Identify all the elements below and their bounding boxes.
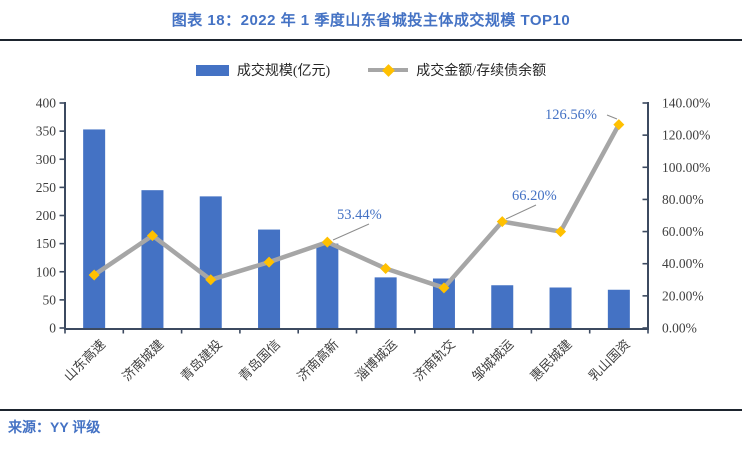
line-swatch-icon (368, 63, 409, 77)
diamond-marker-icon (88, 269, 100, 281)
annotation-leader-line (332, 223, 370, 241)
bar (607, 289, 630, 328)
left-axis-tick-label: 250 (36, 180, 57, 195)
title-divider (0, 39, 742, 41)
category-label: 青岛国信 (236, 337, 283, 384)
bar (491, 285, 514, 328)
annotations: 53.44% 66.20% 126.56% (332, 107, 618, 241)
category-label: 邹城城运 (469, 337, 516, 384)
right-axis-tick-label: 40.00% (662, 256, 704, 271)
diamond-marker-icon (380, 263, 392, 275)
legend-item-bar: 成交规模(亿元) (195, 60, 331, 80)
annotation-leader-line (606, 114, 618, 120)
bar (316, 243, 339, 328)
left-axis-tick-label: 350 (36, 124, 57, 139)
bar-series (83, 129, 630, 328)
diamond-marker-icon (555, 226, 567, 238)
bar (258, 229, 281, 328)
annotation-leader-line (505, 204, 537, 220)
category-label: 淄博城运 (352, 337, 399, 384)
line-series (91, 122, 622, 291)
category-label: 济南高新 (294, 337, 341, 384)
annotation-label: 66.20% (512, 188, 557, 204)
category-axis-labels: 山东高速 济南城建 青岛建投 青岛国信 济南高新 淄博城运 济南轨交 邹城城运 惠民城建 乳山国资 (61, 337, 633, 384)
left-axis-tick-label: 100 (36, 264, 57, 279)
right-axis-tick-label: 120.00% (662, 128, 710, 143)
chart-legend: 成交规模(亿元) 成交金额/存续债余额 (0, 60, 742, 80)
diamond-marker-icon (146, 230, 158, 242)
bar (199, 196, 222, 328)
category-label: 乳山国资 (586, 337, 633, 384)
left-axis-tick-label: 150 (36, 236, 57, 251)
annotation-label: 53.44% (337, 207, 382, 223)
bar (432, 278, 455, 328)
right-axis-tick-label: 0.00% (662, 321, 697, 336)
right-axis-tick-label: 20.00% (662, 288, 704, 303)
left-axis-tick-label: 200 (36, 208, 57, 223)
category-label: 惠民城建 (527, 337, 574, 384)
bar (141, 190, 164, 328)
category-label: 青岛建投 (177, 337, 224, 384)
left-axis-tick-label: 300 (36, 152, 57, 167)
chart-title: 图表 18：2022 年 1 季度山东省城投主体成交规模 TOP10 (171, 12, 571, 29)
diamond-marker-icon (496, 216, 508, 228)
category-label: 济南轨交 (411, 337, 458, 384)
bar-swatch-icon (195, 64, 229, 76)
bar (549, 287, 572, 328)
annotation-label: 126.56% (545, 107, 597, 123)
left-axis-tick-label: 400 (36, 96, 57, 111)
bar (83, 129, 106, 328)
line-markers (88, 119, 625, 294)
category-label: 济南城建 (119, 337, 166, 384)
axes: 0 50 100 150 200 250 300 350 400 0.00% 20.00% 40.00… (36, 96, 711, 336)
legend-item-line: 成交金额/存续债余额 (368, 60, 546, 80)
left-axis-tick-label: 0 (49, 321, 56, 336)
right-axis-tick-label: 140.00% (662, 96, 710, 111)
category-label: 山东高速 (61, 337, 108, 384)
bar (374, 277, 397, 328)
legend-bar-label: 成交规模(亿元) (236, 64, 331, 79)
footer-divider (0, 409, 742, 411)
diamond-marker-icon (438, 282, 450, 294)
right-axis-tick-label: 60.00% (662, 224, 704, 239)
legend-line-label: 成交金额/存续债余额 (416, 64, 547, 79)
left-axis-tick-label: 50 (43, 292, 57, 307)
diamond-marker-icon (321, 236, 333, 248)
right-axis-tick-label: 100.00% (662, 160, 710, 175)
source-note: 来源：YY 评级 (8, 419, 101, 435)
diamond-marker-icon (613, 119, 625, 131)
right-axis-tick-label: 80.00% (662, 192, 704, 207)
diamond-marker-icon (263, 256, 275, 268)
diamond-marker-icon (205, 274, 217, 286)
